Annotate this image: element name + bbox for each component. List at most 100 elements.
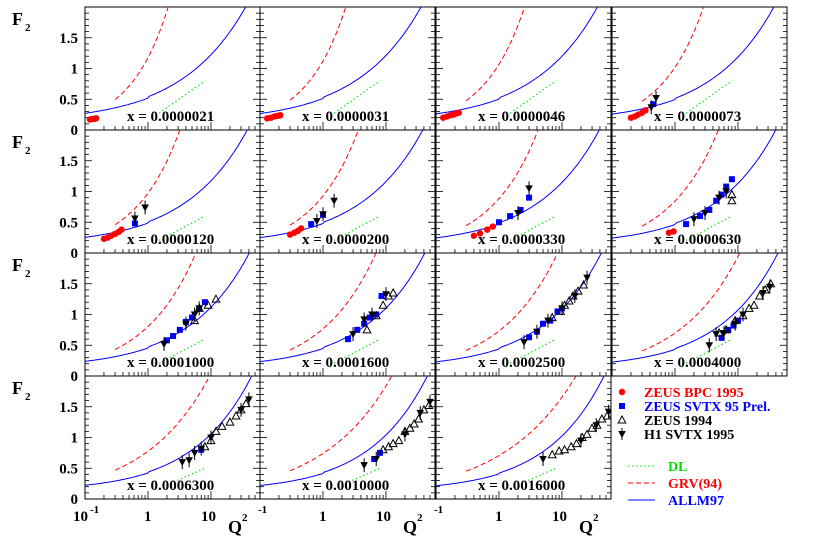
zeus-svtx-point bbox=[697, 213, 704, 220]
h1-point bbox=[416, 409, 425, 417]
zeus94-point bbox=[241, 398, 251, 408]
zeus94-point bbox=[388, 287, 398, 297]
h1-point bbox=[178, 459, 187, 467]
dl-curve bbox=[333, 80, 381, 114]
y-tick-label: 0.5 bbox=[59, 92, 78, 108]
zeus94-point bbox=[547, 312, 557, 322]
dl-curve bbox=[158, 338, 206, 364]
y-tick-label: 0 bbox=[71, 492, 79, 508]
panel-12: x = 0.0004000 bbox=[611, 252, 788, 377]
x-tick-label: 10 bbox=[201, 509, 216, 525]
legend-label: ZEUS SVTX 95 Prel. bbox=[644, 400, 771, 415]
zeus94-point bbox=[203, 300, 213, 309]
x-axis-superscript: 2 bbox=[242, 512, 248, 524]
h1-point bbox=[190, 311, 199, 319]
zeus94-point bbox=[727, 189, 737, 199]
x-bin-label: x = 0.0000200 bbox=[302, 232, 389, 248]
zeus94-point bbox=[582, 429, 592, 438]
zeus94-point bbox=[211, 294, 221, 303]
panel-5: x = 0.0000120 bbox=[84, 129, 261, 254]
zeus-bpc-point bbox=[297, 225, 305, 232]
zeus-svtx-point bbox=[540, 320, 547, 327]
panel-2: x = 0.0000031 bbox=[259, 6, 436, 131]
zeus94-point bbox=[559, 300, 570, 309]
h1-point bbox=[160, 341, 168, 349]
zeus-bpc-point bbox=[642, 107, 649, 114]
zeus94-point bbox=[362, 324, 372, 334]
h1-point bbox=[539, 456, 547, 464]
zeus-svtx-point bbox=[730, 322, 737, 329]
y-tick-label: 0.5 bbox=[59, 215, 78, 231]
h1-point bbox=[705, 342, 714, 350]
y-tick-label: 0 bbox=[71, 246, 79, 262]
legend-label: GRV(94) bbox=[668, 477, 722, 492]
h1-point bbox=[652, 95, 660, 103]
y-axis-subscript: 2 bbox=[25, 391, 31, 403]
zeus94-point bbox=[414, 414, 424, 423]
zeus94-point bbox=[405, 423, 415, 432]
x-tick-exponent: -1 bbox=[258, 504, 267, 516]
zeus-bpc-point bbox=[277, 112, 284, 119]
x-tick-label: 1 bbox=[319, 509, 327, 525]
grv-curve bbox=[465, 253, 559, 351]
zeus94-point bbox=[424, 400, 434, 410]
dl-curve bbox=[333, 338, 381, 364]
zeus-svtx-point bbox=[683, 221, 690, 228]
panel-9: x = 0.0001000 bbox=[84, 252, 261, 377]
dl-curve bbox=[158, 80, 206, 114]
h1-point bbox=[207, 434, 215, 442]
x-bin-label: x = 0.0001000 bbox=[127, 355, 214, 371]
zeus-svtx-point bbox=[495, 219, 502, 226]
h1-point bbox=[349, 331, 357, 339]
allm-curve bbox=[612, 7, 775, 115]
h1-point bbox=[319, 211, 327, 219]
h1-point bbox=[185, 457, 193, 465]
x-tick-label: 1 bbox=[495, 509, 503, 525]
x-bin-label: x = 0.0000021 bbox=[127, 109, 214, 125]
h1-point bbox=[571, 293, 579, 301]
dl-curve bbox=[509, 80, 557, 114]
y-tick-label: 1 bbox=[71, 185, 79, 201]
dl-curve bbox=[509, 338, 557, 364]
h1-point bbox=[382, 291, 390, 299]
x-bin-label: x = 0.0000073 bbox=[654, 109, 741, 125]
y-tick-label: 1 bbox=[71, 308, 79, 324]
legend-marker bbox=[618, 431, 626, 438]
h1-point bbox=[131, 215, 139, 223]
legend-label: ZEUS BPC 1995 bbox=[644, 386, 744, 401]
y-tick-label: 0.5 bbox=[59, 338, 78, 354]
zeus-svtx-point bbox=[308, 221, 315, 228]
zeus-svtx-point bbox=[176, 326, 183, 333]
x-bin-label: x = 0.0002500 bbox=[478, 355, 565, 371]
x-bin-label: x = 0.0016000 bbox=[478, 478, 565, 494]
zeus-svtx-point bbox=[201, 299, 208, 306]
h1-point bbox=[372, 456, 381, 464]
zeus94-point bbox=[754, 291, 765, 300]
grv-curve bbox=[114, 130, 181, 226]
x-bin-label: x = 0.0001600 bbox=[302, 355, 389, 371]
y-tick-label: 1.5 bbox=[59, 31, 78, 47]
zeus94-point bbox=[554, 445, 564, 455]
h1-point bbox=[558, 305, 566, 313]
grv-curve bbox=[641, 7, 705, 102]
grv-curve bbox=[289, 253, 377, 351]
panel-8: x = 0.0000630 bbox=[611, 129, 788, 254]
x-tick-exponent: -1 bbox=[90, 504, 99, 516]
legend-marker bbox=[617, 414, 627, 424]
legend-marker bbox=[619, 403, 625, 409]
zeus-bpc-point bbox=[476, 230, 484, 237]
grv-curve bbox=[114, 376, 211, 471]
panel-14: x = 0.0010000 bbox=[259, 375, 436, 500]
zeus-svtx-point bbox=[366, 314, 373, 321]
h1-point bbox=[360, 462, 368, 470]
grv-curve bbox=[114, 7, 169, 100]
x-bin-label: x = 0.0000330 bbox=[478, 232, 565, 248]
zeus-svtx-point bbox=[650, 101, 657, 108]
zeus94-point bbox=[547, 449, 557, 459]
y-tick-label: 0.5 bbox=[59, 461, 78, 477]
dl-curve bbox=[333, 467, 381, 489]
allm-curve bbox=[436, 7, 598, 115]
h1-point bbox=[533, 328, 541, 336]
panel-4: x = 0.0000073 bbox=[611, 6, 788, 131]
h1-point bbox=[182, 320, 190, 328]
